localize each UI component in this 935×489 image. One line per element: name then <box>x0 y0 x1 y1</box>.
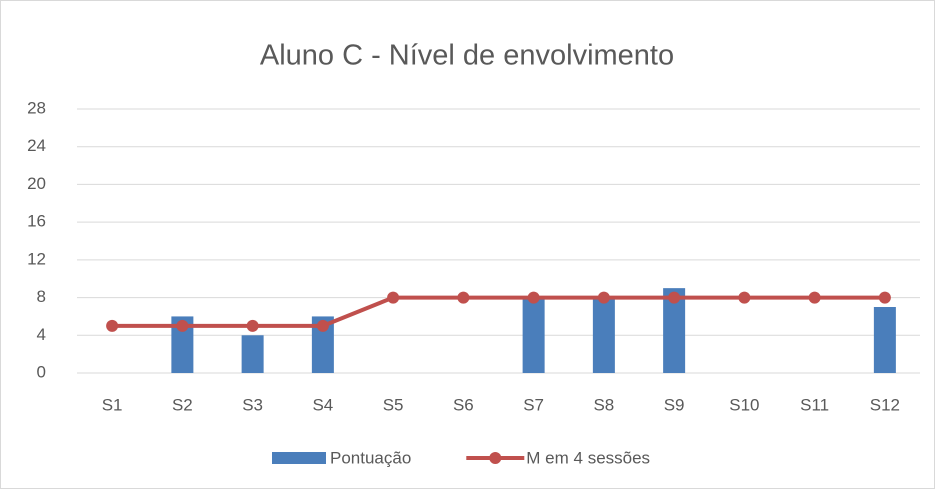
legend-label: M em 4 sessões <box>526 448 650 467</box>
x-tick-label: S11 <box>800 395 829 414</box>
x-tick-label: S1 <box>102 395 123 414</box>
x-tick-label: S3 <box>242 395 263 414</box>
marker <box>738 291 751 304</box>
bar <box>311 316 334 373</box>
y-tick-label: 24 <box>27 136 46 155</box>
marker <box>106 319 119 332</box>
x-tick-label: S5 <box>383 395 404 414</box>
marker <box>597 291 610 304</box>
marker <box>316 319 329 332</box>
legend-swatch <box>272 452 326 464</box>
marker <box>668 291 681 304</box>
marker <box>246 319 259 332</box>
bar <box>592 297 615 373</box>
y-tick-label: 20 <box>27 174 46 193</box>
bar <box>241 335 264 373</box>
legend-marker <box>489 452 502 464</box>
x-tick-label: S2 <box>172 395 193 414</box>
bar <box>873 307 896 373</box>
x-tick-label: S7 <box>523 395 544 414</box>
y-tick-label: 12 <box>27 249 46 268</box>
marker <box>387 291 400 304</box>
bar <box>171 316 194 373</box>
y-tick-label: 8 <box>37 287 46 306</box>
marker <box>457 291 470 304</box>
marker <box>176 319 189 332</box>
marker <box>527 291 540 304</box>
bar <box>522 297 545 373</box>
bar <box>663 288 686 373</box>
y-tick-label: 0 <box>37 362 46 381</box>
line <box>112 295 885 328</box>
x-tick-label: S9 <box>664 395 685 414</box>
chart-title: Aluno C - Nível de envolvimento <box>260 40 674 72</box>
x-tick-label: S10 <box>729 395 759 414</box>
x-tick-label: S4 <box>312 395 333 414</box>
y-tick-label: 4 <box>37 325 46 344</box>
y-tick-label: 28 <box>27 98 46 117</box>
x-tick-label: S6 <box>453 395 474 414</box>
marker <box>878 291 891 304</box>
y-tick-label: 16 <box>27 212 46 231</box>
x-tick-label: S12 <box>870 395 900 414</box>
marker <box>808 291 821 304</box>
legend-label: Pontuação <box>330 448 411 467</box>
x-tick-label: S8 <box>593 395 614 414</box>
